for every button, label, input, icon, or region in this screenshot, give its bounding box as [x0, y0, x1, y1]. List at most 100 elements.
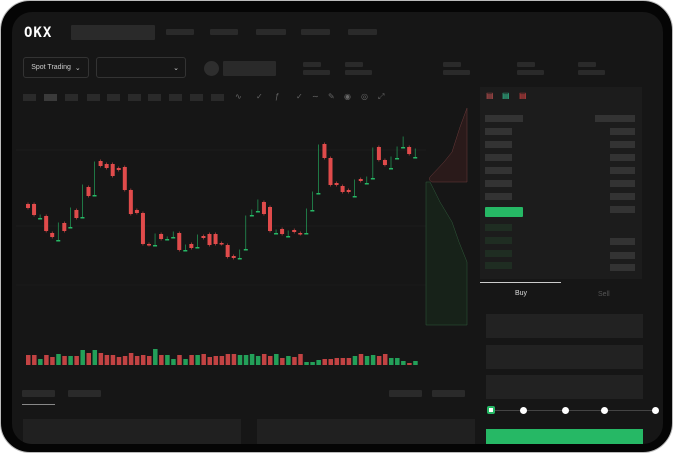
total-input[interactable]	[486, 375, 643, 399]
bottom-action[interactable]	[432, 390, 465, 397]
interval-button[interactable]	[128, 94, 141, 101]
nav-item[interactable]	[210, 29, 238, 35]
volume-bar	[74, 356, 79, 365]
stat-value	[443, 70, 470, 75]
volume-bar	[116, 357, 122, 365]
indicator-icon[interactable]: ∿	[235, 92, 242, 101]
settings-icon[interactable]: ◎	[361, 92, 368, 101]
volume-bar	[32, 355, 37, 365]
fullscreen-icon[interactable]: ⤢	[378, 92, 385, 101]
interval-button[interactable]	[65, 94, 78, 101]
candle	[261, 202, 266, 214]
bid-size	[610, 252, 635, 259]
nav-item[interactable]	[348, 29, 377, 35]
orderbook-asks-icon[interactable]: ▤	[519, 91, 527, 100]
volume-bar	[395, 358, 400, 365]
volume-bar	[401, 361, 406, 365]
slider-step[interactable]	[562, 407, 569, 414]
candle	[32, 204, 37, 215]
bid-size	[610, 264, 635, 271]
tab-buy[interactable]: Buy	[515, 290, 528, 297]
interval-button[interactable]	[107, 94, 120, 101]
volume-bar	[243, 355, 249, 365]
price-display	[223, 61, 276, 76]
last-price-highlight	[485, 207, 523, 217]
candle	[243, 249, 248, 251]
bid-size	[610, 238, 635, 245]
volume-bar	[274, 354, 279, 365]
volume-bar	[249, 354, 255, 365]
volume-bar	[413, 361, 418, 365]
slider-step[interactable]	[520, 407, 527, 414]
price-input[interactable]	[486, 314, 643, 338]
orderbook-both-icon[interactable]: ▤	[486, 91, 494, 100]
camera-icon[interactable]: ◉	[344, 92, 351, 101]
chart-type-icon[interactable]: ✓	[256, 92, 263, 101]
ask-price	[485, 193, 512, 200]
candle	[340, 186, 345, 192]
candle	[346, 190, 351, 192]
candle	[147, 244, 151, 246]
bid-price	[485, 237, 512, 244]
slider-step[interactable]	[601, 407, 608, 414]
slider-step[interactable]	[652, 407, 659, 414]
volume-bar	[110, 355, 116, 365]
volume-bar	[364, 356, 370, 365]
candle	[334, 183, 339, 185]
spot-trading-dropdown[interactable]: Spot Trading ⌄	[23, 57, 89, 78]
volume-bar	[38, 359, 43, 365]
candle	[407, 147, 412, 154]
interval-button-active[interactable]	[44, 94, 57, 101]
candle	[322, 144, 327, 158]
spot-trading-label: Spot Trading	[31, 64, 71, 71]
slider-handle[interactable]	[487, 406, 495, 414]
leverage-slider-track[interactable]	[490, 410, 658, 411]
interval-button[interactable]	[87, 94, 100, 101]
candle	[280, 229, 285, 234]
volume-bar	[407, 363, 412, 365]
candle	[310, 210, 315, 212]
buy-tab-underline	[480, 282, 561, 283]
orderbook-bids-icon[interactable]: ▤	[502, 91, 510, 100]
candle	[92, 195, 97, 197]
ask-size	[610, 193, 635, 200]
pair-dropdown[interactable]: ⌄	[96, 57, 186, 78]
candle	[183, 250, 188, 252]
stat-value	[578, 70, 605, 75]
volume-bar	[268, 356, 273, 365]
ask-size	[610, 154, 635, 161]
nav-item[interactable]	[301, 29, 330, 35]
interval-button[interactable]	[169, 94, 182, 101]
nav-item[interactable]	[256, 29, 286, 35]
candlestick-chart[interactable]	[12, 12, 482, 382]
coin-icon	[204, 61, 219, 76]
formula-icon[interactable]: ƒ	[275, 92, 280, 101]
ask-size	[610, 167, 635, 174]
candle	[413, 157, 418, 159]
candle	[50, 233, 55, 237]
volume-bar	[292, 357, 297, 365]
tab-sell[interactable]: Sell	[598, 291, 610, 298]
candle	[26, 204, 30, 208]
bottom-action[interactable]	[389, 390, 422, 397]
check-icon[interactable]: ✓	[296, 92, 303, 101]
buy-button[interactable]	[486, 429, 643, 444]
volume-bar	[159, 355, 164, 365]
volume-bar	[225, 354, 231, 365]
interval-button[interactable]	[23, 94, 36, 101]
search-bar[interactable]	[71, 25, 155, 40]
bottom-tab[interactable]	[68, 390, 101, 397]
volume-bar	[358, 354, 364, 365]
nav-item[interactable]	[166, 29, 194, 35]
volume-bar	[140, 355, 146, 365]
bottom-tab-active[interactable]	[22, 390, 55, 397]
amount-input[interactable]	[486, 345, 643, 369]
volume-bar	[231, 354, 237, 365]
interval-button[interactable]	[148, 94, 161, 101]
interval-button[interactable]	[211, 94, 224, 101]
interval-button[interactable]	[190, 94, 203, 101]
brush-icon[interactable]: ✎	[328, 92, 335, 101]
volume-bar	[280, 358, 285, 365]
trendline-icon[interactable]: ∼	[312, 92, 319, 101]
